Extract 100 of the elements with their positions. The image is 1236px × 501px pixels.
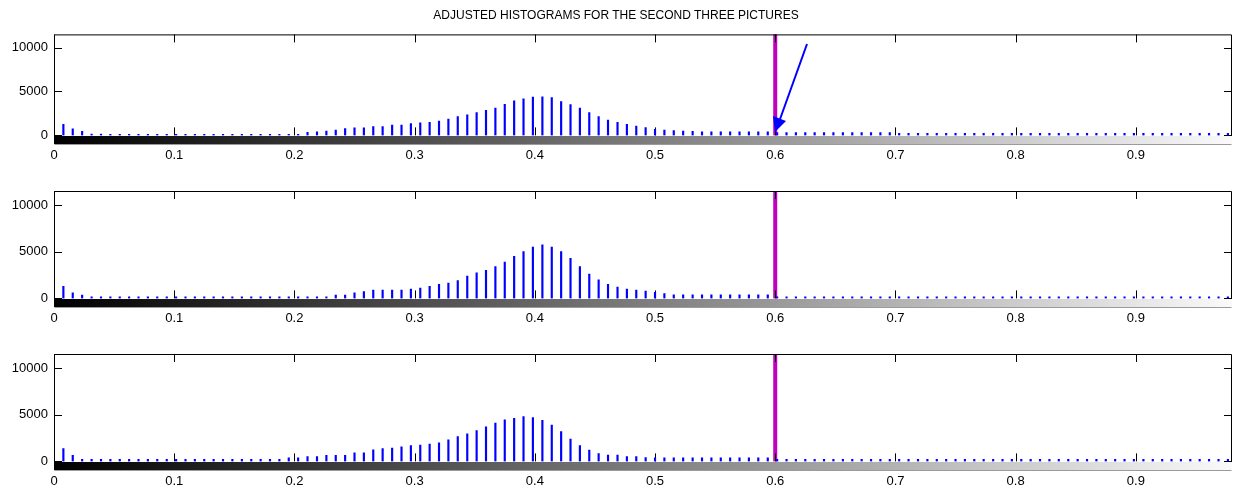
bar <box>522 98 525 136</box>
bar <box>99 296 103 299</box>
bar <box>306 132 309 136</box>
bar <box>560 431 563 462</box>
bar <box>1142 296 1145 299</box>
bar <box>484 110 488 136</box>
bar <box>109 296 112 299</box>
bar <box>484 426 488 462</box>
bar <box>569 104 572 136</box>
bar <box>851 296 854 299</box>
y-tick-label: 5000 <box>19 406 48 422</box>
bar <box>456 116 459 136</box>
bar <box>475 272 478 299</box>
bar <box>391 447 394 462</box>
bar <box>1067 296 1070 299</box>
x-tick-label: 0.8 <box>1006 472 1025 488</box>
bar <box>503 261 506 299</box>
bar <box>297 296 300 299</box>
bar <box>221 296 225 299</box>
bar <box>1170 296 1173 299</box>
bar <box>672 130 675 136</box>
bar <box>550 246 553 299</box>
bar <box>503 419 506 462</box>
bar <box>907 296 910 299</box>
bar <box>1189 296 1192 299</box>
x-tick-label: 0.7 <box>886 146 905 162</box>
x-tick-label: 0.9 <box>1126 309 1145 325</box>
bar <box>1161 296 1164 299</box>
bar <box>738 131 741 136</box>
bar <box>560 251 563 299</box>
bar <box>353 452 356 462</box>
bar <box>306 296 309 299</box>
y-tick-label: 10000 <box>11 196 48 212</box>
bar <box>954 459 957 462</box>
bar <box>597 116 600 136</box>
bar <box>400 289 403 299</box>
bar <box>184 459 187 462</box>
bar <box>456 436 459 462</box>
bar <box>663 293 666 299</box>
bar <box>954 133 957 136</box>
bar <box>916 296 920 299</box>
x-tick-label: 0.3 <box>405 146 424 162</box>
bar <box>353 127 356 136</box>
bar <box>888 296 891 299</box>
x-tick-label: 0.9 <box>1126 146 1145 162</box>
bar <box>606 284 610 299</box>
bar <box>813 296 816 299</box>
bar <box>569 257 572 299</box>
bar <box>240 296 243 299</box>
bar <box>71 128 74 136</box>
x-tick-label: 0.5 <box>645 146 665 162</box>
bar <box>578 445 581 462</box>
chart-title: ADJUSTED HISTOGRAMS FOR THE SECOND THREE PICTURES <box>433 7 799 22</box>
bar <box>597 279 600 299</box>
y-tick-label: 0 <box>40 289 48 305</box>
bar <box>963 296 966 299</box>
bar <box>71 292 74 299</box>
bar <box>1179 296 1182 299</box>
bar <box>1123 459 1126 462</box>
bar <box>118 296 121 299</box>
bar <box>513 256 516 299</box>
bar <box>494 422 497 462</box>
x-tick-label: 0.8 <box>1006 309 1025 325</box>
bar <box>531 246 534 299</box>
bar <box>353 292 356 299</box>
bar <box>184 296 187 299</box>
bar <box>362 127 365 136</box>
bar <box>1123 133 1126 136</box>
bar <box>513 100 516 136</box>
bar <box>1104 296 1107 299</box>
bar <box>1217 296 1220 299</box>
bar <box>635 456 638 462</box>
x-tick-label: 0.5 <box>645 472 665 488</box>
bar <box>550 97 553 136</box>
y-tick-label: 0 <box>40 452 48 468</box>
bar <box>1057 296 1060 299</box>
bar <box>137 296 140 299</box>
bar <box>90 296 93 299</box>
bar <box>588 273 591 299</box>
bar <box>776 296 779 299</box>
y-tick-label: 5000 <box>19 83 48 99</box>
x-tick-label: 0.1 <box>165 472 184 488</box>
bar <box>541 96 544 136</box>
bar <box>954 296 957 299</box>
bar <box>832 296 835 299</box>
bar <box>738 294 741 299</box>
bar <box>372 126 375 136</box>
bar <box>250 296 253 299</box>
bar <box>522 416 525 462</box>
x-tick-label: 0.4 <box>525 146 544 162</box>
bar <box>437 120 441 136</box>
bar <box>315 456 319 462</box>
bar <box>860 296 863 299</box>
bar <box>869 296 873 299</box>
bar <box>362 452 365 462</box>
bar <box>625 124 628 136</box>
bar <box>945 296 948 299</box>
x-tick-label: 0.2 <box>285 472 304 488</box>
bar <box>175 296 178 299</box>
bar <box>926 296 929 299</box>
